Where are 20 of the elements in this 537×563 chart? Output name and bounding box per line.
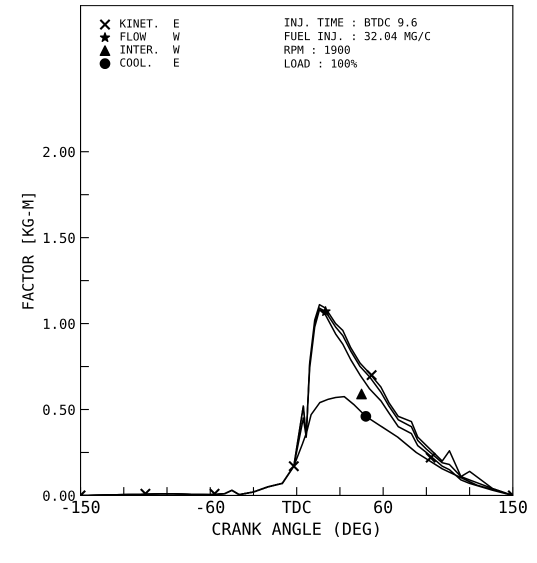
y-tick-label: 1.50 (44, 232, 75, 244)
annotation: FUEL INJ. : 32.04 MG/C (284, 32, 430, 42)
legend-label: KINET. E (120, 19, 179, 28)
y-tick-label: 0.00 (43, 490, 75, 501)
x-axis-title: CRANK ANGLE (DEG) (212, 522, 379, 538)
x-tick-label: 60 (374, 500, 392, 514)
y-tick-label: 2.00 (43, 146, 75, 158)
legend-label: INTER. W (120, 45, 180, 54)
x-tick-label: 150 (500, 500, 527, 514)
annotation: RPM : 1900 (284, 46, 350, 54)
y-tick-label: 0.50 (43, 404, 75, 416)
legend-label: COOL. E (120, 58, 179, 67)
y-tick-label: 1.00 (44, 318, 75, 330)
annotation: INJ. TIME : BTDC 9.6 (284, 18, 417, 27)
y-axis-title: FACTOR [KG-M] (22, 194, 36, 309)
x-tick-label: -150 (63, 500, 100, 514)
x-tick-label: -60 (198, 500, 224, 514)
x-tick-label: TDC (282, 500, 310, 514)
annotation: LOAD : 100% (284, 59, 358, 68)
legend-label: FLOW W (120, 32, 180, 41)
